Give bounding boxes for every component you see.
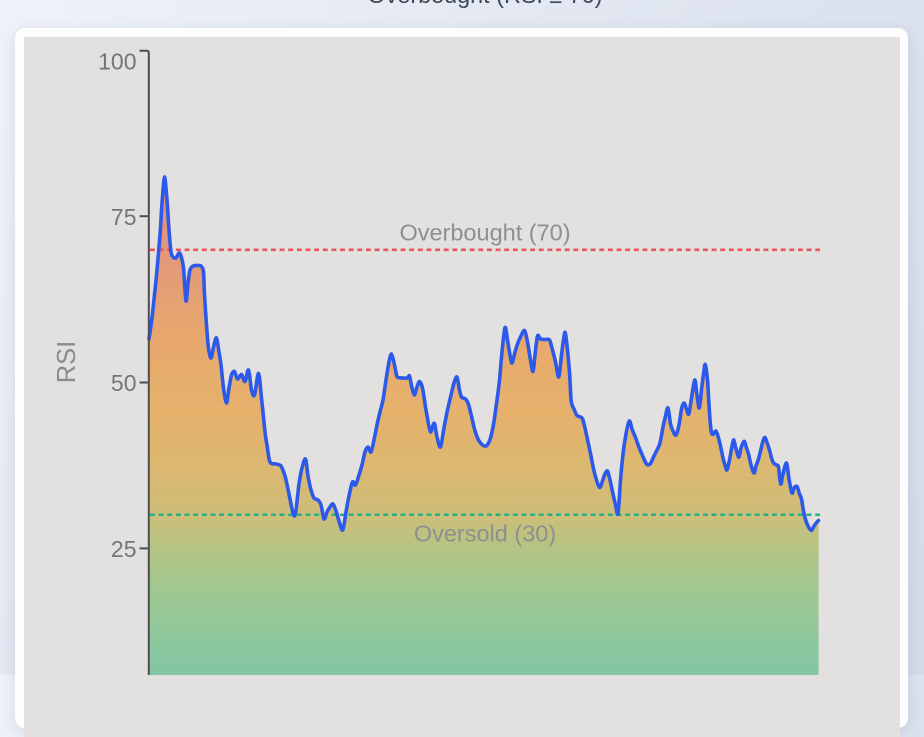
svg-text:25: 25	[111, 536, 137, 562]
svg-text:Oversold (30): Oversold (30)	[414, 521, 556, 547]
svg-text:100: 100	[98, 48, 136, 74]
svg-text:RSI: RSI	[53, 341, 81, 384]
svg-text:75: 75	[111, 204, 137, 230]
svg-text:Overbought (70): Overbought (70)	[399, 219, 570, 245]
svg-text:50: 50	[111, 370, 137, 396]
